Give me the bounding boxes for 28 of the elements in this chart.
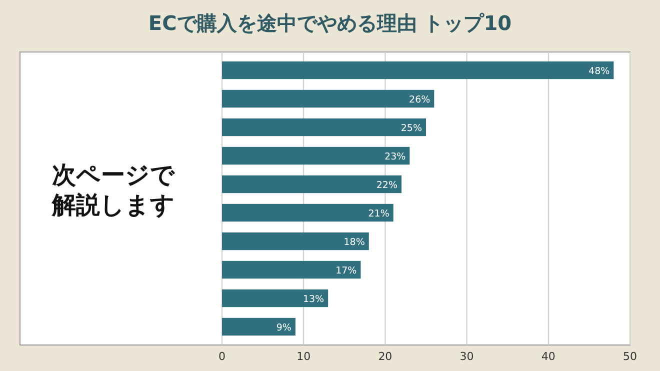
data-label: 22% <box>376 180 398 191</box>
chart-title: ECで購入を途中でやめる理由 トップ10 <box>148 11 512 35</box>
x-tick-label: 20 <box>378 350 392 363</box>
x-tick-label: 30 <box>460 350 474 363</box>
bar <box>222 318 296 336</box>
bar <box>222 146 410 165</box>
x-tick-label: 0 <box>218 350 226 363</box>
data-label: 21% <box>368 208 390 220</box>
bar <box>222 175 402 194</box>
bar <box>222 204 394 222</box>
x-tick-label: 40 <box>541 350 556 363</box>
bar <box>222 61 614 80</box>
data-label: 13% <box>302 294 324 305</box>
data-label: 9% <box>276 322 292 334</box>
data-label: 25% <box>400 122 422 134</box>
data-label: 23% <box>384 151 406 162</box>
data-label: 48% <box>588 66 610 77</box>
bar <box>222 260 361 279</box>
data-label: 18% <box>344 236 365 248</box>
bar <box>222 118 426 136</box>
bar <box>222 90 434 108</box>
data-label: 17% <box>336 265 357 276</box>
data-label: 26% <box>409 94 430 106</box>
x-tick-label: 10 <box>296 350 311 363</box>
bar <box>222 289 328 308</box>
bar <box>222 232 369 250</box>
x-tick-label: 50 <box>623 350 637 363</box>
text: 次ページで解説します <box>51 161 176 219</box>
